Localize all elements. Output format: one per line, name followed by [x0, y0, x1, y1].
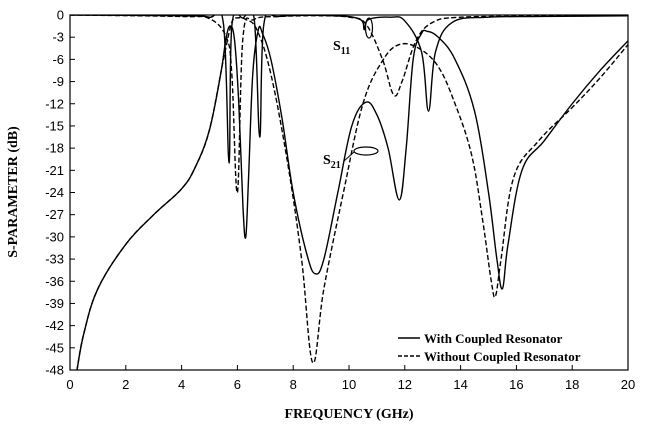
y-tick-label: -27	[45, 207, 64, 222]
legend: With Coupled Resonator Without Coupled R…	[398, 331, 581, 364]
plot-frame	[69, 14, 629, 371]
y-tick-label: -30	[45, 229, 64, 244]
x-tick-label: 2	[122, 377, 129, 392]
x-tick-label: 8	[290, 377, 297, 392]
series-line-with-resonator-s21	[76, 25, 628, 370]
x-axis-label: FREQUENCY (GHz)	[285, 407, 414, 422]
x-tick-label: 10	[342, 377, 356, 392]
y-axis-label: S-PARAMETER (dB)	[6, 126, 21, 258]
y-tick-label: -39	[45, 296, 64, 311]
s11-annotation-sub: 11	[341, 46, 350, 57]
series-line-without-resonator-s11	[70, 15, 628, 194]
y-tick-label: -15	[45, 118, 64, 133]
legend-label-without-resonator: Without Coupled Resonator	[424, 349, 581, 364]
curves-group	[70, 15, 628, 370]
s21-annotation-sub: 21	[331, 160, 341, 171]
x-tick-label: 20	[621, 377, 635, 392]
y-tick-label: -36	[45, 274, 64, 289]
s11-annotation: S11	[333, 17, 374, 57]
s21-leader-line	[343, 151, 355, 162]
y-tick-label: -3	[52, 30, 64, 45]
s11-marker-ellipse	[364, 17, 374, 39]
x-tick-label: 18	[565, 377, 579, 392]
x-tick-label: 0	[66, 377, 73, 392]
x-tick-label: 4	[178, 377, 185, 392]
y-axis-ticks: 0 -3 -6 -9 -12 -15 -18 -21 -24 -27 -30 -33 -36 -39 -42…	[45, 8, 75, 378]
y-tick-label: -33	[45, 252, 64, 267]
y-tick-label: -24	[45, 185, 64, 200]
x-tick-label: 16	[509, 377, 523, 392]
svg-text:S11: S11	[333, 39, 350, 57]
x-tick-label: 14	[453, 377, 467, 392]
x-tick-label: 6	[234, 377, 241, 392]
y-tick-label: -6	[52, 52, 64, 67]
y-tick-label: -21	[45, 163, 64, 178]
y-tick-label: -9	[52, 74, 64, 89]
x-tick-label: 12	[398, 377, 412, 392]
x-axis-ticks: 0 2 4 6 8 10 12 14 16 18 20	[66, 365, 635, 392]
s21-marker-ellipse	[353, 146, 379, 156]
y-tick-label: -45	[45, 340, 64, 355]
s11-annotation-letter: S	[333, 39, 341, 54]
legend-label-with-resonator: With Coupled Resonator	[424, 331, 563, 346]
y-tick-label: -42	[45, 318, 64, 333]
svg-text:S21: S21	[323, 153, 341, 171]
y-tick-label: 0	[57, 8, 64, 23]
y-tick-label: -12	[45, 96, 64, 111]
series-line-without-resonator-s21	[76, 16, 628, 370]
y-tick-label: -48	[45, 363, 64, 378]
y-tick-label: -18	[45, 141, 64, 156]
s21-annotation-letter: S	[323, 153, 331, 168]
s21-annotation: S21	[323, 146, 379, 171]
